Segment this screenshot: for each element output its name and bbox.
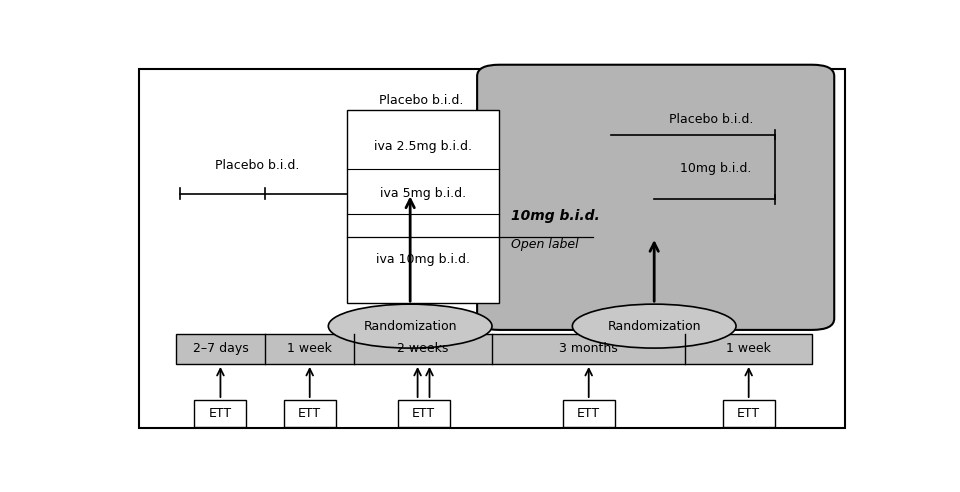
Text: 2 weeks: 2 weeks — [397, 342, 449, 355]
Text: 10mg b.i.d.: 10mg b.i.d. — [680, 162, 751, 176]
Bar — [397, 400, 449, 427]
Text: 1 week: 1 week — [287, 342, 332, 355]
Text: iva 5mg b.i.d.: iva 5mg b.i.d. — [380, 187, 467, 200]
Text: Placebo b.i.d.: Placebo b.i.d. — [669, 113, 754, 126]
Text: Open label: Open label — [511, 238, 578, 251]
Text: Placebo b.i.d.: Placebo b.i.d. — [379, 94, 464, 107]
FancyBboxPatch shape — [138, 68, 846, 429]
Text: Placebo b.i.d.: Placebo b.i.d. — [215, 158, 300, 172]
Text: 10mg b.i.d.: 10mg b.i.d. — [511, 209, 599, 223]
Text: 1 week: 1 week — [727, 342, 771, 355]
Text: Randomization: Randomization — [608, 320, 701, 333]
Text: ETT: ETT — [209, 407, 232, 420]
Bar — [284, 400, 336, 427]
Bar — [194, 400, 247, 427]
Text: 3 months: 3 months — [560, 342, 618, 355]
Bar — [347, 110, 499, 304]
Bar — [176, 334, 812, 364]
Bar — [723, 400, 775, 427]
Text: 2–7 days: 2–7 days — [193, 342, 249, 355]
Text: ETT: ETT — [299, 407, 322, 420]
FancyBboxPatch shape — [477, 65, 834, 330]
Text: iva 2.5mg b.i.d.: iva 2.5mg b.i.d. — [374, 140, 472, 153]
Bar — [563, 400, 614, 427]
Text: ETT: ETT — [577, 407, 600, 420]
Text: ETT: ETT — [737, 407, 760, 420]
Text: iva 10mg b.i.d.: iva 10mg b.i.d. — [376, 253, 470, 266]
Ellipse shape — [328, 304, 492, 348]
Ellipse shape — [572, 304, 736, 348]
Text: ETT: ETT — [412, 407, 435, 420]
Text: Randomization: Randomization — [364, 320, 457, 333]
